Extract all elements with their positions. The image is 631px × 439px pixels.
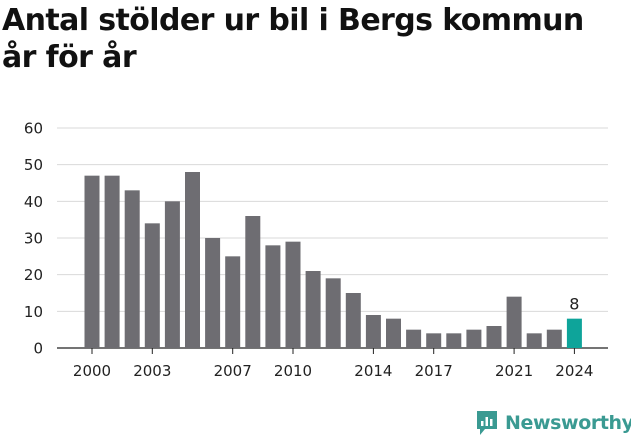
bar-2006 [205, 238, 221, 348]
bar-2020 [486, 326, 502, 348]
bar-2008 [245, 216, 261, 348]
x-axis-ticks: 2000 2003 2007 2010 2014 2017 2021 2024 [73, 348, 593, 380]
newsworthy-logo-icon [477, 411, 497, 435]
x-tick-label: 2017 [415, 362, 453, 380]
x-tick-label: 2000 [73, 362, 111, 380]
bar-2024 [566, 318, 582, 348]
x-tick-label: 2014 [354, 362, 392, 380]
bars [84, 172, 582, 348]
bar-2019 [466, 329, 482, 348]
bar-2021 [506, 296, 522, 348]
bar-2004 [164, 201, 180, 348]
x-tick-label: 2007 [214, 362, 252, 380]
bar-2022 [526, 333, 542, 348]
x-tick-label: 2003 [133, 362, 171, 380]
y-tick-label: 10 [24, 303, 43, 321]
y-tick-label: 20 [24, 266, 43, 284]
newsworthy-logo-text: Newsworthy [505, 412, 631, 434]
x-tick-label: 2024 [555, 362, 593, 380]
bar-2005 [185, 172, 200, 348]
bar-2002 [124, 190, 140, 348]
bar-2013 [345, 293, 361, 348]
bar-2001 [104, 175, 120, 348]
y-tick-label: 60 [24, 120, 43, 138]
data-label-2024: 8 [569, 295, 579, 314]
bar-2023 [546, 329, 562, 348]
bar-2014 [365, 315, 381, 348]
chart-title: Antal stölder ur bil i Bergs kommun år f… [2, 3, 584, 75]
data-labels: 8 [569, 295, 579, 314]
bar-2018 [446, 333, 462, 348]
y-tick-label: 40 [24, 193, 43, 211]
bar-2016 [406, 329, 422, 348]
newsworthy-logo: Newsworthy [476, 408, 631, 438]
x-tick-label: 2010 [274, 362, 312, 380]
y-tick-label: 0 [33, 340, 43, 358]
bar-2010 [285, 241, 301, 348]
bar-2000 [84, 175, 100, 348]
bar-2007 [225, 256, 241, 348]
bar-2003 [144, 223, 160, 348]
bar-2012 [325, 278, 341, 348]
bar-2009 [265, 245, 281, 348]
bar-2011 [305, 271, 321, 348]
y-tick-label: 50 [24, 156, 43, 174]
bar-2015 [386, 318, 401, 348]
y-tick-label: 30 [24, 230, 43, 248]
y-axis-ticks: 0 10 20 30 40 50 60 [24, 120, 43, 358]
x-tick-label: 2021 [495, 362, 533, 380]
bar-2017 [426, 333, 442, 348]
